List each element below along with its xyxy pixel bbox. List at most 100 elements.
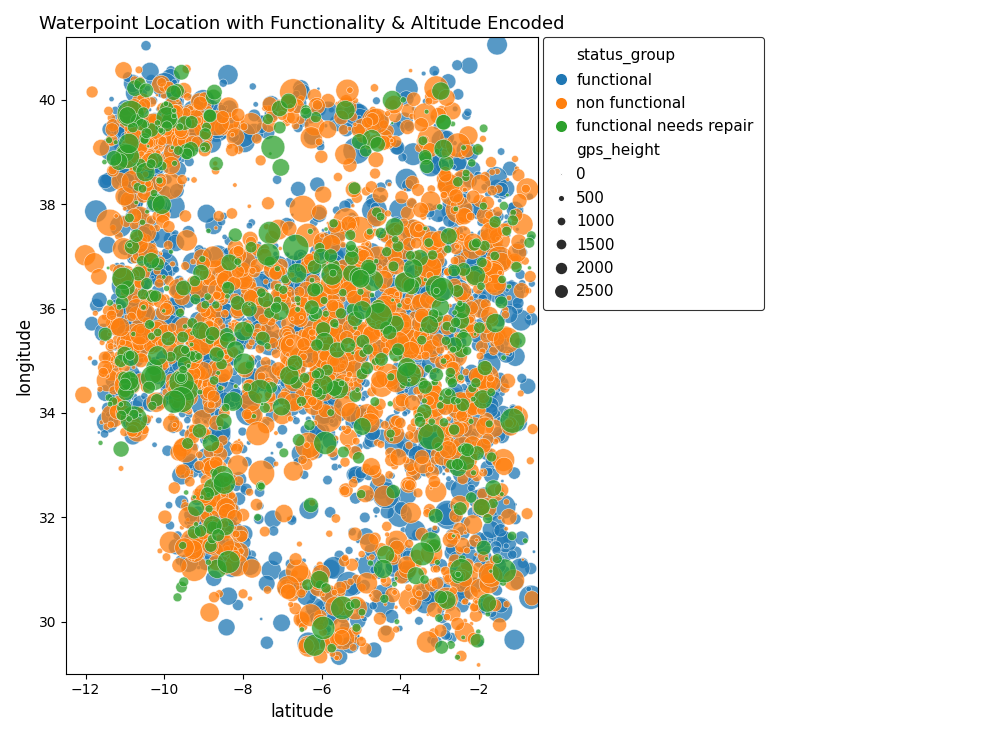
Point: [143, 222, 159, 233]
Point: [485, 225, 501, 237]
Point: [371, 417, 387, 429]
Point: [117, 110, 133, 121]
Point: [284, 350, 300, 362]
Point: [372, 398, 388, 410]
Point: [218, 350, 234, 362]
Point: [376, 232, 392, 244]
Point: [325, 631, 341, 643]
Point: [137, 252, 153, 264]
Point: [411, 583, 427, 595]
Point: [262, 378, 278, 389]
Point: [445, 161, 461, 173]
Point: [396, 338, 412, 350]
Point: [197, 557, 213, 569]
Point: [149, 327, 165, 339]
Point: [136, 150, 152, 162]
Point: [262, 337, 278, 349]
Point: [394, 243, 410, 255]
Point: [345, 111, 361, 123]
Point: [474, 229, 490, 241]
Point: [214, 382, 230, 394]
Point: [174, 442, 190, 453]
Point: [445, 530, 461, 542]
Point: [243, 549, 260, 561]
Point: [112, 322, 128, 333]
Point: [300, 413, 316, 425]
Point: [449, 651, 465, 663]
Point: [135, 229, 151, 241]
Point: [126, 127, 142, 138]
Point: [120, 272, 136, 284]
Point: [132, 254, 148, 266]
Point: [457, 595, 473, 607]
Point: [140, 178, 156, 190]
Point: [206, 548, 222, 559]
Point: [215, 403, 231, 415]
Point: [116, 191, 132, 202]
Point: [471, 322, 487, 333]
Point: [365, 104, 381, 116]
Point: [386, 297, 402, 308]
Point: [354, 352, 370, 364]
Point: [440, 413, 456, 425]
Point: [206, 86, 222, 98]
Point: [310, 442, 326, 453]
Point: [503, 201, 519, 213]
Point: [377, 292, 393, 304]
Point: [320, 217, 336, 229]
Point: [416, 202, 432, 214]
Point: [172, 125, 188, 137]
Point: [462, 175, 478, 187]
Point: [338, 95, 354, 107]
Point: [371, 311, 387, 322]
Point: [341, 109, 357, 121]
Point: [317, 437, 333, 449]
Point: [321, 263, 337, 275]
Point: [201, 274, 217, 286]
Point: [271, 281, 287, 293]
Point: [446, 370, 462, 382]
Point: [435, 564, 451, 576]
Point: [96, 315, 112, 327]
Point: [436, 321, 452, 333]
Point: [500, 230, 516, 241]
Point: [442, 531, 458, 542]
Point: [137, 350, 153, 362]
Point: [123, 265, 139, 277]
Point: [484, 277, 500, 289]
Point: [447, 553, 463, 565]
Point: [138, 155, 154, 167]
Point: [402, 263, 418, 275]
Point: [450, 389, 466, 400]
Point: [210, 316, 226, 328]
Point: [452, 286, 468, 297]
Point: [190, 491, 206, 503]
Point: [311, 240, 327, 252]
Point: [257, 371, 273, 383]
Point: [308, 111, 324, 123]
Point: [306, 223, 322, 235]
Point: [125, 176, 141, 188]
Point: [464, 317, 480, 329]
Point: [205, 573, 221, 584]
Point: [314, 351, 330, 363]
Point: [428, 121, 444, 132]
Point: [462, 322, 478, 334]
Point: [467, 548, 483, 560]
Point: [208, 457, 224, 469]
Point: [440, 510, 456, 522]
Point: [198, 475, 214, 486]
Point: [386, 575, 402, 587]
Point: [334, 350, 350, 361]
Point: [405, 343, 421, 355]
Point: [266, 110, 282, 122]
Point: [315, 383, 331, 395]
Point: [220, 389, 236, 400]
Point: [143, 142, 159, 154]
Point: [482, 372, 498, 384]
Point: [451, 427, 467, 439]
Point: [454, 399, 470, 411]
Point: [200, 318, 216, 330]
Point: [201, 110, 217, 121]
Point: [351, 135, 367, 147]
